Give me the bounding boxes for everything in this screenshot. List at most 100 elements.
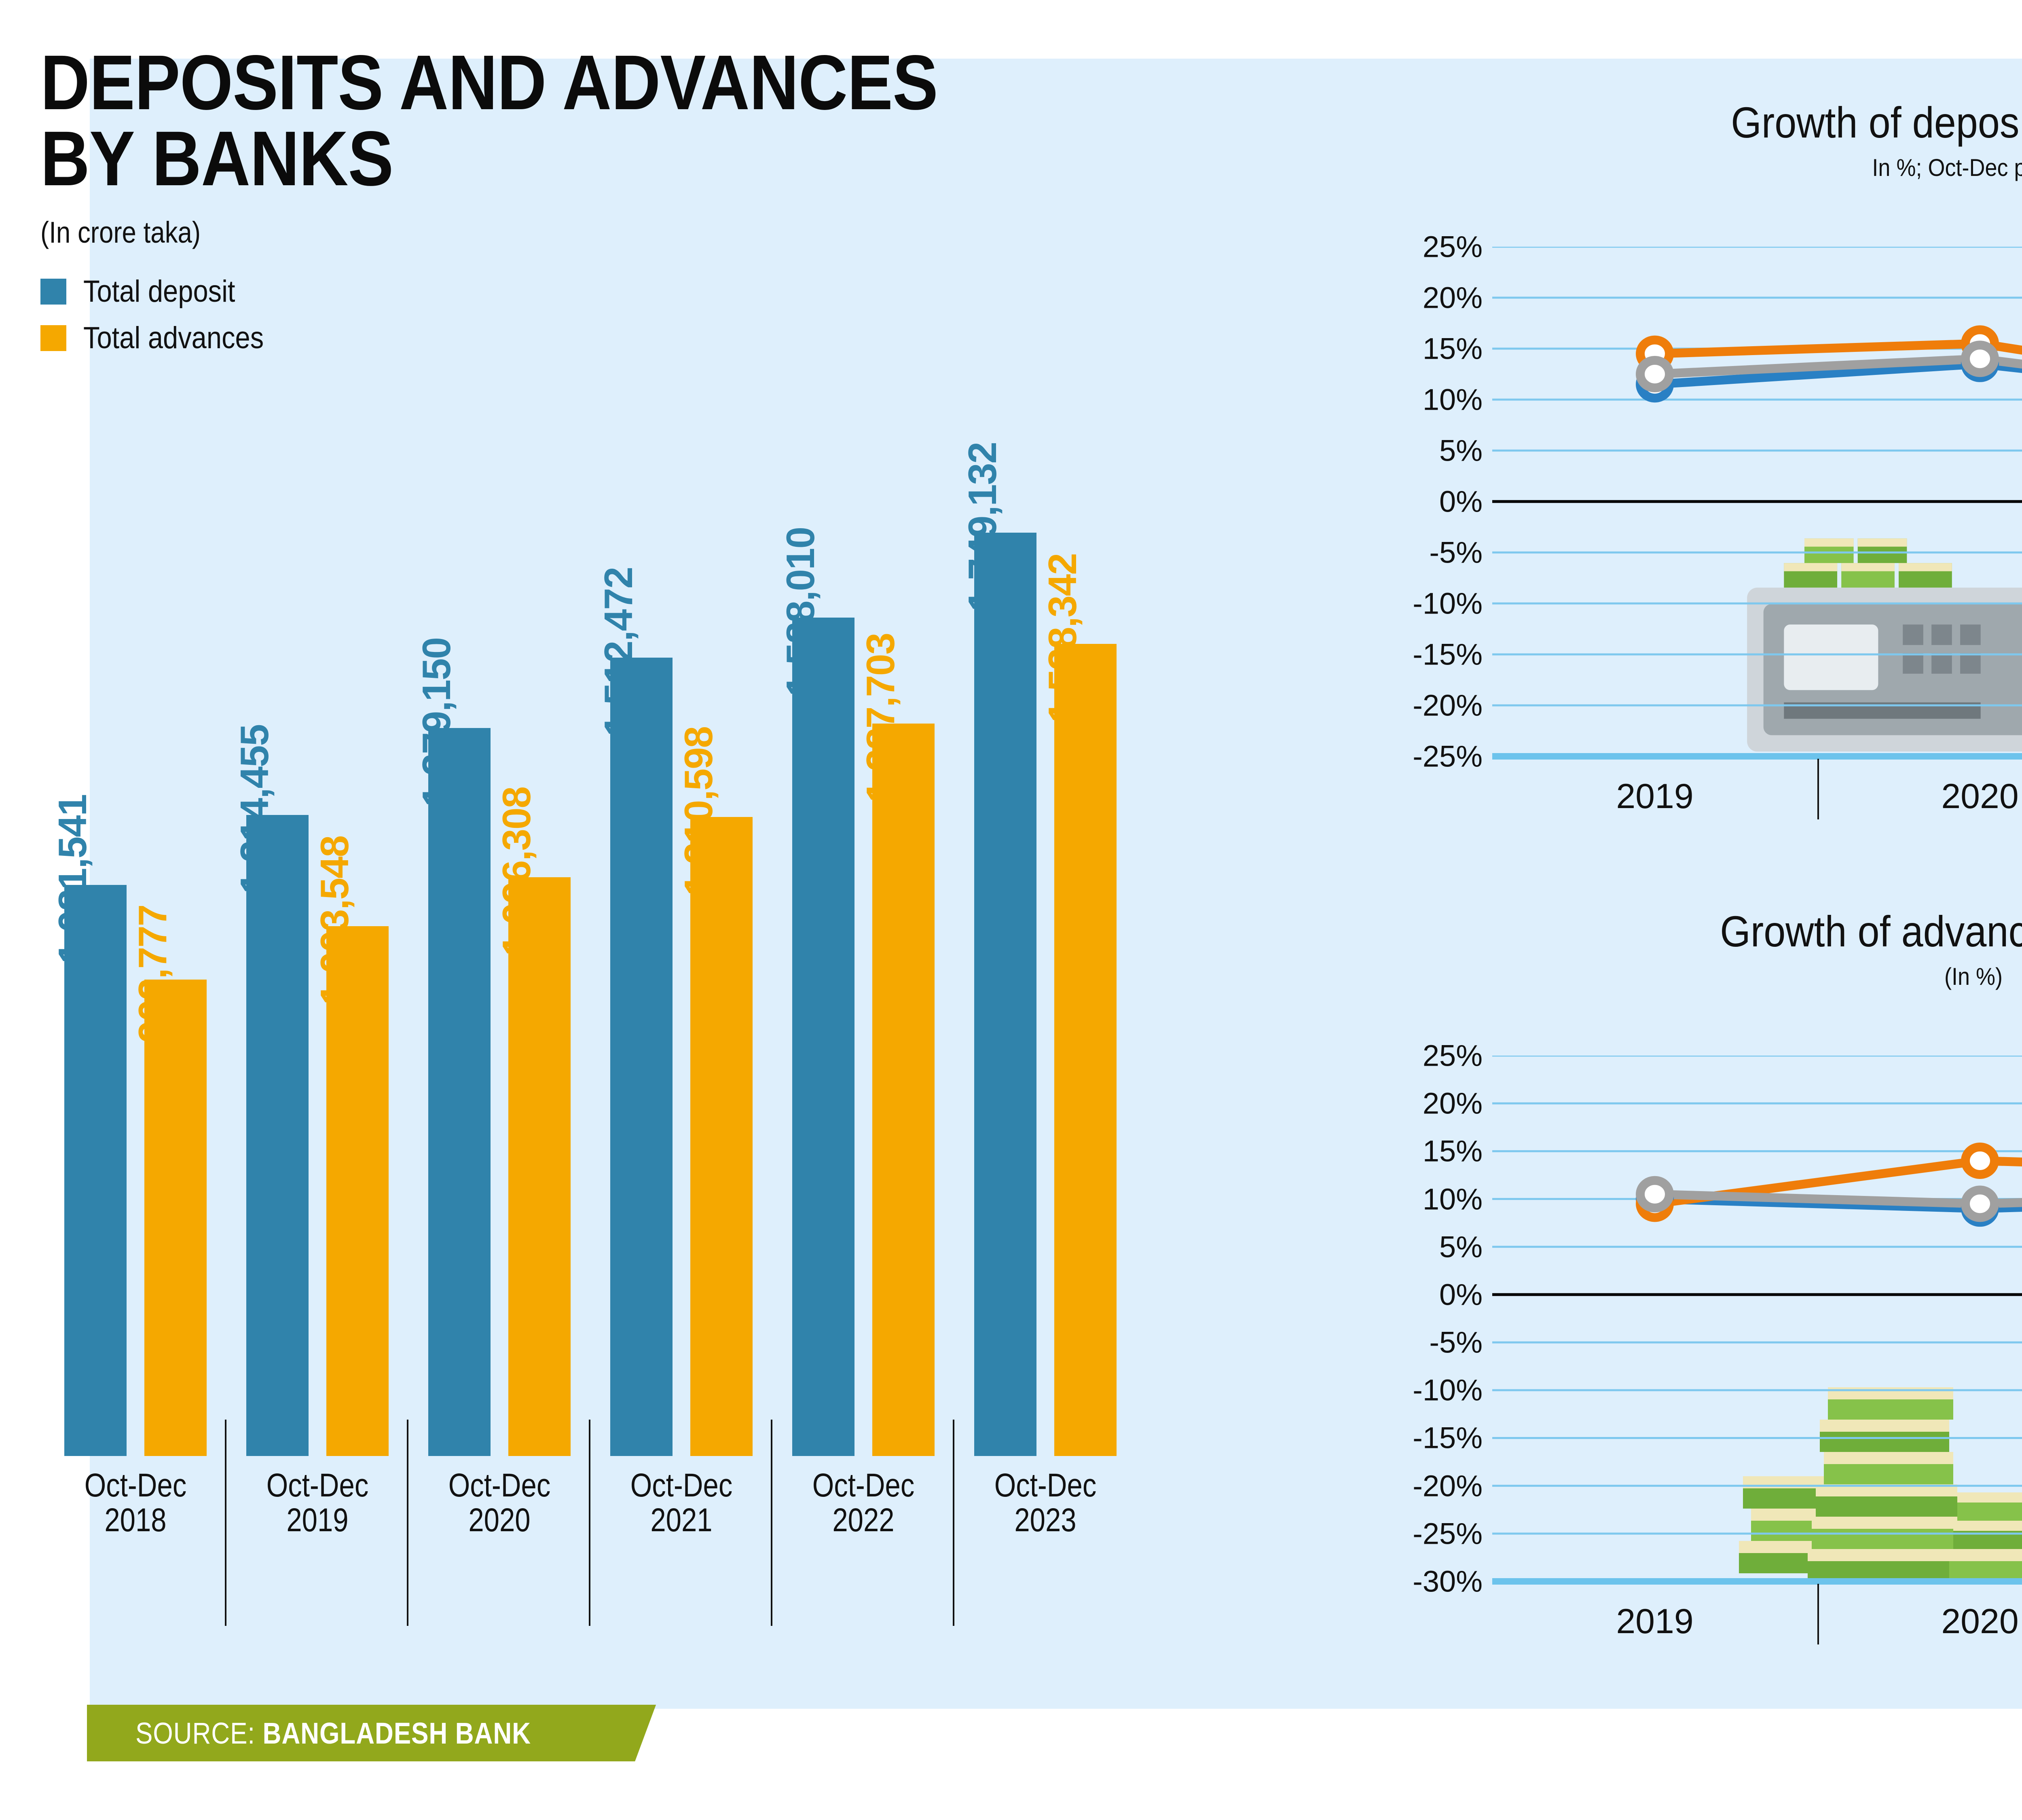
bar-total-deposit: 1,214,455 — [232, 725, 309, 1456]
bar-total-advances: 1,210,598 — [676, 727, 753, 1456]
bar-group: 1,214,455 1,003,548 — [226, 453, 408, 1626]
bar-group: 1,379,150 1,096,308 — [408, 453, 590, 1626]
bar-wrap-deposit: 1,081,541 — [50, 453, 135, 1456]
bar-total-advances: 1,387,703 — [858, 633, 935, 1456]
y-tick-label: -30% — [1413, 1564, 1483, 1598]
bar-total-advances: 1,003,548 — [312, 836, 389, 1456]
bar-x-tick-label: Oct-Dec 2021 — [630, 1467, 733, 1539]
y-tick-label: 0% — [1439, 1278, 1483, 1312]
bar-value-label: 902,777 — [130, 905, 175, 1043]
bar-total-deposit: 1,588,010 — [778, 527, 855, 1456]
data-point-marker — [1961, 341, 1999, 377]
chart2-title: Growth of advances in banks — [1720, 907, 2022, 956]
bar-plot-area: 1,081,541 902,777 1,214,455 1,003,548 1,379,… — [44, 442, 1136, 1626]
bar-x-tick-label: Oct-Dec 2018 — [84, 1467, 187, 1539]
y-tick-label: 5% — [1439, 1230, 1483, 1264]
x-tick-label: 2020 — [1941, 777, 2019, 816]
bar-chart-legend: Total deposit Total advances — [40, 274, 1173, 356]
x-axis-separator — [1817, 1584, 1819, 1644]
y-tick-label: 25% — [1422, 1039, 1483, 1073]
legend-label-advances: Total advances — [83, 321, 264, 356]
bar-group: 1,512,472 1,210,598 — [590, 453, 772, 1626]
bar-x-tick-label: Oct-Dec 2019 — [266, 1467, 369, 1539]
growth-of-advances-chart: Growth of advances in banks (In %) Urban… — [1213, 902, 2022, 1670]
legend-label-deposit: Total deposit — [83, 274, 235, 309]
y-tick-label: -10% — [1413, 586, 1483, 620]
data-point-marker — [1961, 1185, 1999, 1222]
bar-group-separator — [953, 1420, 954, 1626]
bar-wrap-deposit: 1,588,010 — [778, 453, 863, 1456]
bar-wrap-advance: 1,538,342 — [1040, 453, 1125, 1456]
y-tick-label: -15% — [1413, 637, 1483, 671]
chart1-plot-area: BANK — [1413, 230, 2022, 819]
chart2-plot-area: BANK — [1413, 1039, 2022, 1644]
bar-value-label: 1,210,598 — [676, 726, 721, 896]
y-tick-label: -5% — [1429, 1325, 1483, 1359]
legend-item-total-advances: Total advances — [40, 320, 1173, 356]
line-series-rural — [1650, 339, 2022, 358]
y-tick-label: 15% — [1422, 1134, 1483, 1168]
y-tick-label: -25% — [1413, 739, 1483, 773]
bar-value-label: 1,081,541 — [50, 795, 95, 964]
bar-group-separator — [771, 1420, 772, 1626]
x-tick-label: 2019 — [1616, 1602, 1694, 1641]
y-tick-label: -25% — [1413, 1517, 1483, 1551]
y-tick-label: 0% — [1439, 485, 1483, 518]
source-banner: SOURCE: BANGLADESH BANK — [87, 1705, 656, 1761]
bar-wrap-advance: 1,210,598 — [676, 453, 761, 1456]
source-name: BANGLADESH BANK — [262, 1716, 531, 1750]
bar-wrap-advance: 902,777 — [130, 453, 216, 1456]
left-column: DEPOSITS AND ADVANCES BY BANKS (In crore… — [40, 39, 1173, 1622]
y-tick-label: 20% — [1422, 281, 1483, 315]
bar-total-deposit: 1,379,150 — [414, 638, 491, 1456]
y-tick-label: -20% — [1413, 1469, 1483, 1503]
chart2-subtitle: (In %) — [1944, 963, 2003, 990]
line-plot-svg — [1492, 247, 2022, 760]
y-tick-label: 20% — [1422, 1086, 1483, 1120]
y-tick-label: -10% — [1413, 1373, 1483, 1407]
bar-wrap-deposit: 1,379,150 — [414, 453, 499, 1456]
bar-group-separator — [407, 1420, 408, 1626]
bar-x-tick-label: Oct-Dec 2022 — [812, 1467, 915, 1539]
bar-value-label: 1,512,472 — [596, 567, 641, 736]
bar-value-label: 1,387,703 — [858, 633, 903, 802]
bar-total-deposit: 1,081,541 — [50, 795, 127, 1456]
bar-x-tick-label: Oct-Dec 2020 — [448, 1467, 551, 1539]
line-series-rural — [1650, 1156, 2022, 1208]
bar-wrap-deposit: 1,512,472 — [596, 453, 681, 1456]
x-axis-separator — [1817, 759, 1819, 819]
legend-swatch-deposit — [40, 278, 66, 305]
y-tick-label: -5% — [1429, 535, 1483, 569]
bar-value-label: 1,214,455 — [232, 724, 277, 894]
x-tick-label: 2019 — [1616, 777, 1694, 816]
bar-total-advances: 1,538,342 — [1040, 554, 1117, 1456]
bar-wrap-advance: 1,096,308 — [494, 453, 580, 1456]
bar-value-label: 1,588,010 — [778, 527, 823, 697]
bar-group: 1,081,541 902,777 — [44, 453, 226, 1626]
bar-value-label: 1,379,150 — [414, 637, 459, 807]
bar-x-axis: Oct-Dec 2018 Oct-Dec 2019 Oct-Dec 2020 Oct-… — [44, 1468, 1136, 1538]
page-title: DEPOSITS AND ADVANCES BY BANKS — [40, 39, 938, 202]
data-point-marker — [1961, 1143, 1999, 1179]
bar-chart: 1,081,541 902,777 1,214,455 1,003,548 1,379,… — [44, 442, 1136, 1626]
line-series-total — [1650, 354, 2022, 379]
bar-value-label: 1,538,342 — [1040, 554, 1085, 723]
x-tick-label: 2020 — [1941, 1602, 2019, 1641]
y-tick-label: -20% — [1413, 688, 1483, 722]
source-text: SOURCE: BANGLADESH BANK — [135, 1716, 531, 1750]
bar-wrap-advance: 1,387,703 — [858, 453, 943, 1456]
page-subtitle: (In crore taka) — [40, 216, 201, 250]
chart1-title: Growth of deposits in banks — [1731, 98, 2022, 147]
bar-value-label: 1,749,132 — [960, 442, 1005, 612]
bar-group-separator — [225, 1420, 226, 1626]
source-prefix: SOURCE: — [135, 1716, 263, 1750]
y-tick-label: 10% — [1422, 383, 1483, 417]
line-series-urban — [1650, 1194, 2022, 1213]
y-tick-label: 5% — [1439, 434, 1483, 468]
bar-total-advances: 902,777 — [130, 905, 207, 1456]
bar-x-tick-label: Oct-Dec 2023 — [994, 1467, 1097, 1539]
bar-wrap-advance: 1,003,548 — [312, 453, 398, 1456]
bar-total-advances: 1,096,308 — [494, 787, 571, 1456]
bar-total-deposit: 1,512,472 — [596, 567, 673, 1456]
y-tick-label: 25% — [1422, 230, 1483, 264]
